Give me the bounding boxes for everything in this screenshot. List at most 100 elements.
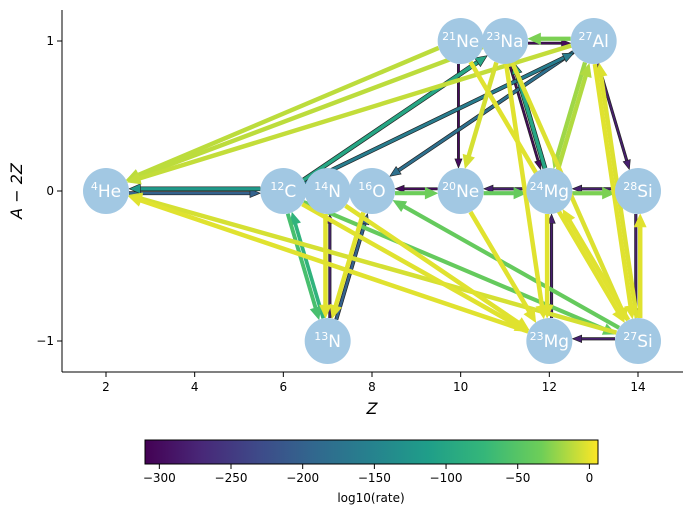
edge-arrowhead xyxy=(462,153,475,170)
y-tick-label: 0 xyxy=(46,184,54,198)
reaction-edge-mg24-to-mg23 xyxy=(540,214,554,319)
edge-line xyxy=(137,45,440,178)
reaction-edge-mg23-to-mg24 xyxy=(547,213,556,318)
reaction-edge-na23-to-ne20 xyxy=(462,61,499,170)
reaction-edge-ne20-to-mg24 xyxy=(483,187,528,200)
reaction-edge-al27-to-he4 xyxy=(126,43,572,185)
nuclide-node-c12: 12C xyxy=(260,168,307,214)
node-label: 4He xyxy=(91,180,121,202)
edge-arrowhead xyxy=(127,194,144,207)
node-mass-number: 20 xyxy=(442,180,456,193)
node-label: 23Mg xyxy=(530,330,569,352)
y-ticks: −1 0 1 xyxy=(36,34,62,348)
reaction-edge-o16-to-ne20 xyxy=(395,187,439,200)
reaction-edge-mg23-to-he4 xyxy=(127,194,529,334)
nuclide-node-si27: 27Si xyxy=(615,318,661,364)
edge-line xyxy=(468,210,532,313)
edge-line xyxy=(344,203,520,325)
node-circle xyxy=(304,318,351,364)
reaction-edge-si28-to-mg24 xyxy=(571,184,615,193)
edge-arrowhead xyxy=(389,166,402,177)
axes: 2 4 6 8 10 12 14 −101 Z A − 2Z xyxy=(7,10,683,418)
colorbar-tick-label: −150 xyxy=(358,471,391,485)
edge-arrowhead xyxy=(482,184,494,193)
edge-arrowhead xyxy=(329,303,342,320)
edge-arrowhead xyxy=(561,52,575,63)
reaction-edge-al27-to-o16 xyxy=(389,50,575,177)
node-element-symbol: O xyxy=(372,182,385,202)
x-tick-label: 8 xyxy=(368,380,376,394)
node-mass-number: 23 xyxy=(486,30,500,43)
node-mass-number: 27 xyxy=(623,330,637,343)
nuclide-node-si28: 28Si xyxy=(615,168,661,214)
node-element-symbol: Na xyxy=(500,32,523,52)
node-mass-number: 14 xyxy=(314,180,328,193)
edge-line xyxy=(293,223,326,319)
colorbar-tick-label: −250 xyxy=(215,471,248,485)
node-label: 21Ne xyxy=(442,30,479,52)
nuclide-node-n14: 14N xyxy=(304,168,351,214)
edge-arrowhead xyxy=(624,304,637,320)
reaction-edge-na23-to-he4 xyxy=(126,44,484,183)
edge-line xyxy=(466,61,499,157)
edge-line xyxy=(285,213,318,309)
node-mass-number: 4 xyxy=(91,180,98,193)
x-ticks: 2 4 6 8 10 12 14 xyxy=(102,372,646,394)
edge-arrowhead xyxy=(424,187,439,200)
reaction-edge-al27-to-na23 xyxy=(527,32,571,45)
node-label: 16O xyxy=(358,180,385,202)
edge-arrowhead xyxy=(392,200,408,212)
node-element-symbol: N xyxy=(328,332,341,352)
node-mass-number: 13 xyxy=(314,330,328,343)
reaction-edge-c12-to-mg23 xyxy=(301,202,529,332)
edge-line xyxy=(592,63,633,307)
y-tick-label: −1 xyxy=(36,334,54,348)
colorbar-label: log10(rate) xyxy=(337,491,404,505)
reaction-edge-si27-to-mg23 xyxy=(571,334,615,343)
node-circle xyxy=(437,18,484,64)
edge-line xyxy=(555,75,588,171)
nuclide-node-na23: 23Na xyxy=(482,18,528,64)
node-label: 27Si xyxy=(623,330,653,352)
node-element-symbol: He xyxy=(98,182,121,202)
node-element-symbol: C xyxy=(284,182,296,202)
reaction-edge-al27-to-si27 xyxy=(592,63,637,320)
edge-arrowhead xyxy=(612,307,625,323)
node-label: 12C xyxy=(270,180,296,202)
edge-line xyxy=(302,200,606,332)
node-circle xyxy=(526,318,573,364)
edge-line xyxy=(397,50,575,172)
edge-line xyxy=(138,43,572,181)
edge-line xyxy=(139,198,529,334)
edge-arrowhead xyxy=(523,307,537,323)
x-tick-label: 10 xyxy=(453,380,468,394)
node-mass-number: 23 xyxy=(530,330,544,343)
node-mass-number: 12 xyxy=(270,180,284,193)
edge-arrowhead xyxy=(513,319,529,332)
nuclide-node-ne20: 20Ne xyxy=(437,168,484,214)
x-tick-label: 12 xyxy=(542,380,557,394)
edge-arrowhead xyxy=(547,213,556,224)
reaction-edge-mg24-to-si28 xyxy=(572,187,616,200)
reaction-edge-si27-to-o16 xyxy=(392,200,621,330)
edge-arrowhead xyxy=(474,55,488,68)
node-circle xyxy=(615,168,661,214)
node-mass-number: 27 xyxy=(578,30,592,43)
node-mass-number: 24 xyxy=(530,180,544,193)
node-element-symbol: Si xyxy=(637,182,653,202)
x-axis-label: Z xyxy=(366,399,379,418)
node-label: 20Ne xyxy=(442,180,479,202)
edge-arrowhead xyxy=(622,159,631,171)
reaction-edge-ne20-to-mg23 xyxy=(468,210,537,323)
edge-arrowhead xyxy=(579,62,592,78)
node-mass-number: 21 xyxy=(442,30,456,43)
reaction-edge-ne21-to-he4 xyxy=(125,45,440,181)
nuclide-node-o16: 16O xyxy=(349,168,395,214)
node-element-symbol: Mg xyxy=(544,182,569,202)
edge-line xyxy=(555,61,588,157)
edge-arrowhead xyxy=(602,187,616,200)
reaction-edges xyxy=(125,32,647,343)
colorbar-tick-label: −300 xyxy=(143,471,176,485)
edge-arrowhead xyxy=(527,32,541,45)
